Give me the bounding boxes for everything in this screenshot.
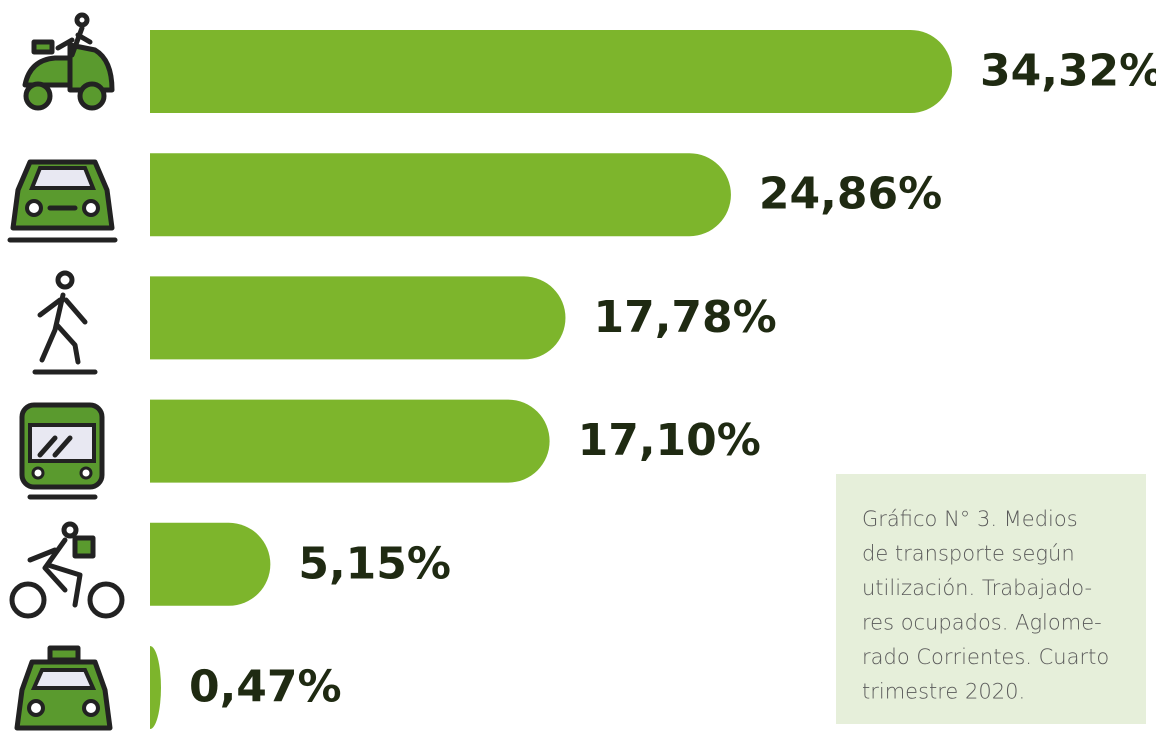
bicycle-icon (9, 521, 125, 619)
value-label: 17,10% (578, 415, 761, 466)
caption-line: rado Corrientes. Cuarto (862, 645, 1109, 669)
caption-line: Gráfico N° 3. Medios (862, 507, 1078, 531)
bar (150, 276, 566, 360)
value-label: 17,78% (593, 292, 776, 343)
walker-icon (32, 270, 98, 375)
value-label: 24,86% (759, 169, 942, 220)
value-label: 0,47% (189, 662, 342, 713)
bar (150, 522, 271, 606)
value-label: 5,15% (298, 538, 451, 589)
taxi-icon (14, 645, 113, 731)
caption-line: res ocupados. Aglome- (862, 611, 1102, 635)
bar (150, 153, 731, 237)
bar (150, 399, 550, 483)
caption-line: trimestre 2020. (862, 680, 1025, 704)
bar (150, 30, 952, 113)
bar (150, 646, 161, 729)
bus-icon (19, 402, 105, 500)
caption-line: utilización. Trabajado- (862, 576, 1092, 600)
value-label: 34,32% (980, 46, 1156, 97)
caption-box (836, 474, 1146, 724)
caption-line: de transporte según (862, 542, 1075, 566)
scooter-icon (22, 12, 115, 111)
icons (7, 12, 125, 731)
car-icon (7, 159, 118, 243)
